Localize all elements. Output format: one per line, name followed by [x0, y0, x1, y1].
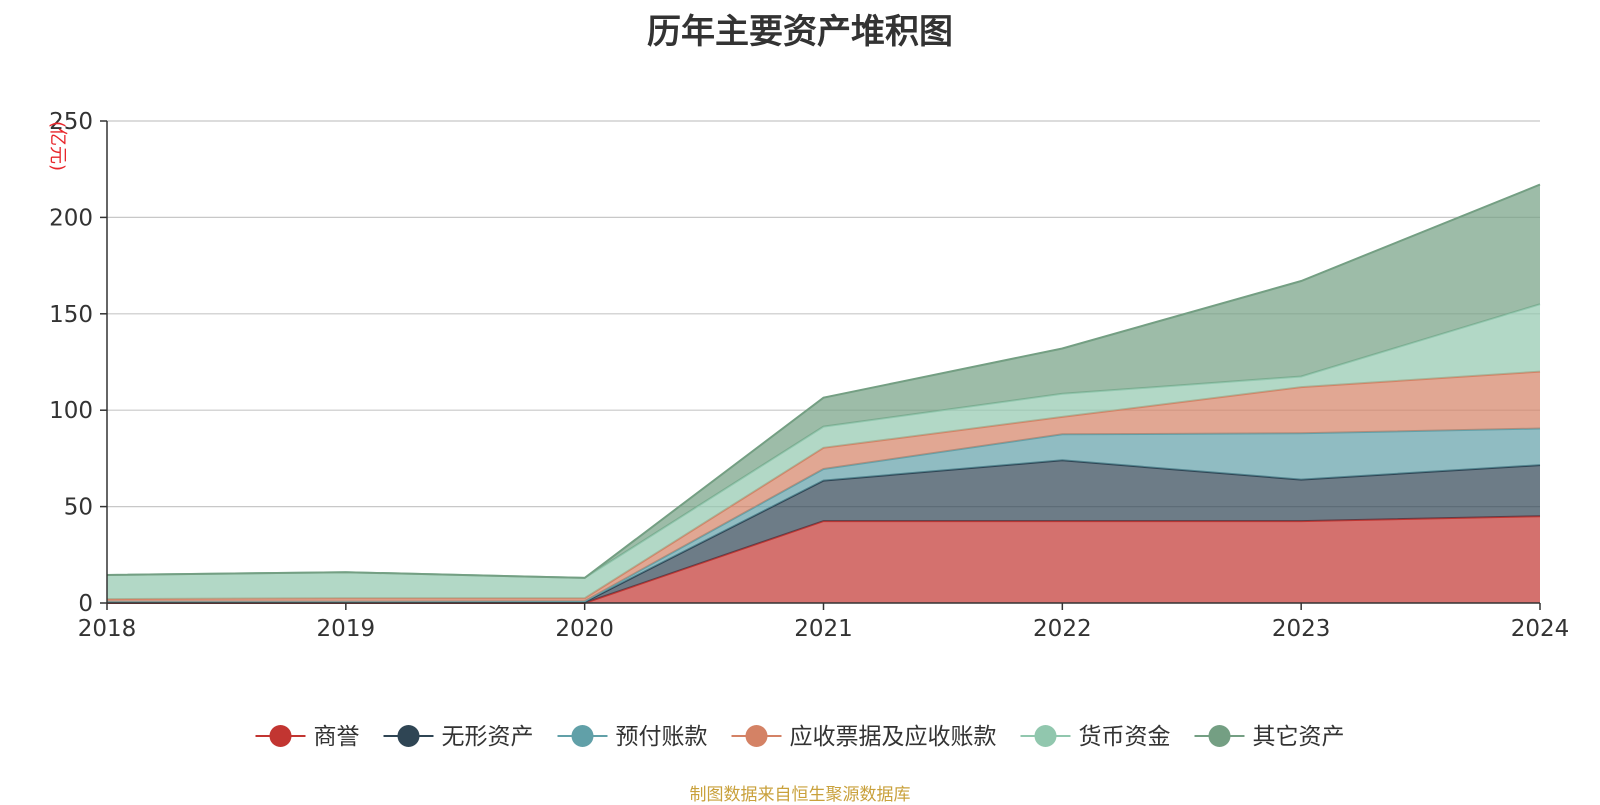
legend-marker: [571, 725, 594, 747]
legend-item-0[interactable]: 商誉: [255, 724, 360, 750]
area-series-0: [107, 516, 1540, 603]
x-tick-label: 2021: [794, 616, 853, 642]
x-tick-label: 2018: [78, 616, 137, 642]
area-series-3: [107, 371, 1540, 602]
legend-label: 无形资产: [442, 724, 534, 750]
source-note: 制图数据来自恒生聚源数据库: [689, 785, 911, 805]
legend-item-3[interactable]: 应收票据及应收账款: [731, 724, 997, 750]
axes: 0 50 100 150 200 250 2018 2019 2020 2021 2022 2023 2…: [47, 109, 1569, 642]
legend-item-2[interactable]: 预付账款: [557, 724, 708, 750]
y-tick-label: 0: [78, 591, 93, 617]
area-line-5: [106, 183, 1541, 579]
y-tick-label: 250: [49, 109, 93, 135]
x-tick-label: 2023: [1272, 616, 1331, 642]
legend-marker: [397, 725, 420, 747]
legend: 商誉 无形资产 预付账款 应收票据及应收账款 货币资金 其它资产: [255, 724, 1345, 750]
legend-label: 商誉: [314, 724, 360, 750]
y-tick-label: 200: [49, 205, 93, 231]
legend-label: 其它资产: [1253, 724, 1345, 750]
chart-title: 历年主要资产堆积图: [647, 12, 953, 52]
legend-marker: [745, 725, 768, 747]
legend-label: 预付账款: [616, 724, 708, 750]
legend-label: 货币资金: [1079, 724, 1171, 750]
legend-label: 应收票据及应收账款: [790, 724, 997, 750]
y-tick-label: 150: [49, 302, 93, 328]
x-tick-label: 2020: [555, 616, 614, 642]
legend-item-5[interactable]: 其它资产: [1194, 724, 1345, 750]
y-tick-label: 50: [64, 495, 93, 521]
area-series-1: [107, 460, 1540, 603]
legend-marker: [1208, 725, 1231, 747]
area-series-2: [107, 428, 1540, 602]
x-tick-label: 2022: [1033, 616, 1092, 642]
legend-marker: [1034, 725, 1057, 747]
legend-item-4[interactable]: 货币资金: [1020, 724, 1171, 750]
y-tick-label: 100: [49, 398, 93, 424]
legend-item-1[interactable]: 无形资产: [383, 724, 534, 750]
x-tick-label: 2019: [317, 616, 376, 642]
legend-marker: [269, 725, 292, 747]
y-axis-label: (亿元): [47, 121, 68, 171]
x-tick-label: 2024: [1511, 616, 1570, 642]
area-series: [106, 183, 1541, 604]
